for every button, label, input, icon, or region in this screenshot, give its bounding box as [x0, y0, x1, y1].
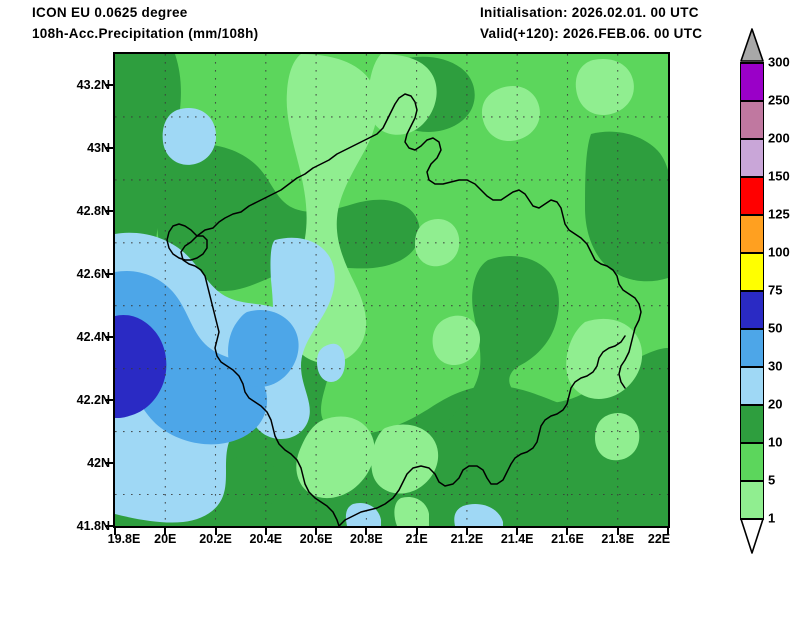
colorbar-label: 10	[768, 434, 783, 450]
latitude-tick-mark	[105, 210, 113, 213]
colorbar-tick	[740, 252, 764, 254]
latitude-tick-label: 42N	[87, 456, 110, 471]
latitude-tick-label: 43N	[87, 141, 110, 156]
colorbar-band	[740, 62, 764, 100]
latitude-tick-label: 43.2N	[76, 78, 110, 93]
colorbar-label: 125	[768, 206, 790, 222]
colorbar-tick	[740, 442, 764, 444]
longitude-tick-label: 21E	[405, 532, 428, 546]
longitude-tick-mark	[264, 528, 267, 535]
colorbar-band	[740, 138, 764, 176]
longitude-tick-mark	[114, 528, 116, 535]
longitude-tick-mark	[465, 528, 468, 535]
longitude-tick-label: 21.6E	[551, 532, 584, 546]
latitude-axis: 43.2N 43N 42.8N 42.6N 42.4N 42.2N 42N 41.8N	[0, 0, 113, 618]
colorbar-label: 30	[768, 358, 783, 374]
latitude-tick-label: 42.2N	[76, 393, 110, 408]
colorbar-tick	[740, 176, 764, 178]
colorbar-band	[740, 328, 764, 366]
longitude-tick-mark	[415, 528, 418, 535]
colorbar-label: 1	[768, 510, 776, 526]
colorbar-tick	[740, 404, 764, 406]
longitude-tick-label: 20.6E	[299, 532, 333, 546]
precipitation-map	[113, 52, 670, 528]
latitude-tick-mark	[105, 84, 113, 87]
latitude-tick-mark	[105, 462, 113, 465]
colorbar-tick	[740, 62, 764, 64]
colorbar-tick	[740, 328, 764, 330]
longitude-tick-label: 21.4E	[500, 532, 534, 546]
colorbar-band	[740, 366, 764, 404]
latitude-tick-label: 41.8N	[76, 519, 110, 533]
colorbar-tick	[740, 100, 764, 102]
longitude-tick-label: 19.8E	[107, 532, 141, 546]
longitude-tick-mark	[516, 528, 519, 535]
colorbar-label: 20	[768, 396, 783, 412]
longitude-tick-label: 20.4E	[249, 532, 283, 546]
colorbar-label: 300	[768, 54, 790, 70]
latitude-tick-mark	[105, 147, 113, 150]
colorbar-label: 100	[768, 244, 790, 260]
colorbar-tick	[740, 214, 764, 216]
latitude-tick-label: 42.6N	[76, 267, 110, 282]
colorbar-tick	[740, 518, 764, 520]
colorbar-tick	[740, 138, 764, 140]
colorbar-tick	[740, 290, 764, 292]
latitude-tick-mark	[105, 525, 113, 527]
longitude-tick-label: 20.2E	[199, 532, 232, 546]
colorbar-top-arrow	[740, 28, 764, 62]
colorbar-band	[740, 176, 764, 214]
colorbar-band	[740, 100, 764, 138]
longitude-tick-label: 22E	[647, 532, 671, 546]
colorbar-label: 200	[768, 130, 790, 146]
colorbar-tick	[740, 480, 764, 482]
colorbar-band	[740, 252, 764, 290]
longitude-tick-mark	[164, 528, 167, 535]
colorbar-band	[740, 214, 764, 252]
longitude-tick-mark	[365, 528, 368, 535]
longitude-tick-mark	[315, 528, 318, 535]
colorbar-label: 250	[768, 92, 790, 108]
model-title: ICON EU 0.0625 degree	[32, 5, 188, 20]
precipitation-contour-field	[115, 54, 668, 526]
longitude-tick-mark	[214, 528, 217, 535]
latitude-tick-mark	[105, 399, 113, 402]
colorbar-label: 150	[768, 168, 790, 184]
longitude-tick-label: 21.2E	[450, 532, 484, 546]
colorbar-band	[740, 404, 764, 442]
longitude-tick-mark	[667, 528, 669, 535]
longitude-tick-label: 21.8E	[601, 532, 635, 546]
latitude-tick-label: 42.4N	[76, 330, 110, 345]
longitude-tick-label: 20.8E	[350, 532, 383, 546]
colorbar-label: 50	[768, 320, 783, 336]
colorbar-tick	[740, 366, 764, 368]
colorbar-label: 5	[768, 472, 776, 488]
latitude-tick-mark	[105, 273, 113, 276]
latitude-tick-mark	[105, 336, 113, 339]
colorbar-band	[740, 442, 764, 480]
longitude-tick-label: 20E	[154, 532, 177, 546]
colorbar-band	[740, 290, 764, 328]
colorbar-label: 75	[768, 282, 783, 298]
longitude-tick-mark	[566, 528, 569, 535]
colorbar-bottom-arrow	[740, 518, 764, 554]
colorbar-band	[740, 480, 764, 518]
latitude-tick-label: 42.8N	[76, 204, 110, 219]
field-title: 108h-Acc.Precipitation (mm/108h)	[32, 26, 259, 41]
colorbar: 300 250 200 150 125 100 75 50 30 20 10 5 1	[740, 28, 790, 554]
longitude-tick-mark	[616, 528, 619, 535]
valid-time: Valid(+120): 2026.FEB.06. 00 UTC	[480, 26, 703, 41]
initialisation-time: Initialisation: 2026.02.01. 00 UTC	[480, 5, 699, 20]
